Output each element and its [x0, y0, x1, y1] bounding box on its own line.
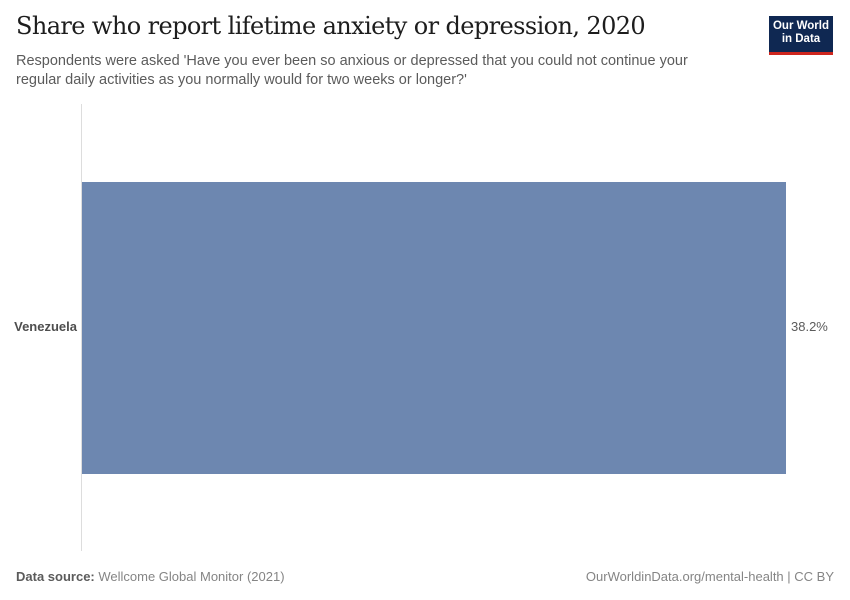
- y-axis-line: [81, 104, 82, 551]
- logo-accent-bar: [769, 52, 833, 55]
- category-label[interactable]: Venezuela: [14, 319, 77, 334]
- data-source-label: Data source:: [16, 569, 95, 584]
- chart-title: Share who report lifetime anxiety or dep…: [16, 12, 646, 40]
- logo-line-1: Our World: [772, 20, 829, 32]
- value-label: 38.2%: [791, 319, 828, 334]
- footer-url-license[interactable]: OurWorldinData.org/mental-health | CC BY: [585, 569, 834, 584]
- data-source: Data source: Wellcome Global Monitor (20…: [16, 569, 285, 584]
- bar-venezuela[interactable]: [82, 182, 786, 474]
- chart-subtitle: Respondents were asked 'Have you ever be…: [16, 53, 688, 88]
- logo-line-2: in Data: [781, 33, 821, 45]
- data-source-value[interactable]: Wellcome Global Monitor (2021): [94, 569, 285, 584]
- owid-logo[interactable]: Our World in Data: [769, 16, 833, 55]
